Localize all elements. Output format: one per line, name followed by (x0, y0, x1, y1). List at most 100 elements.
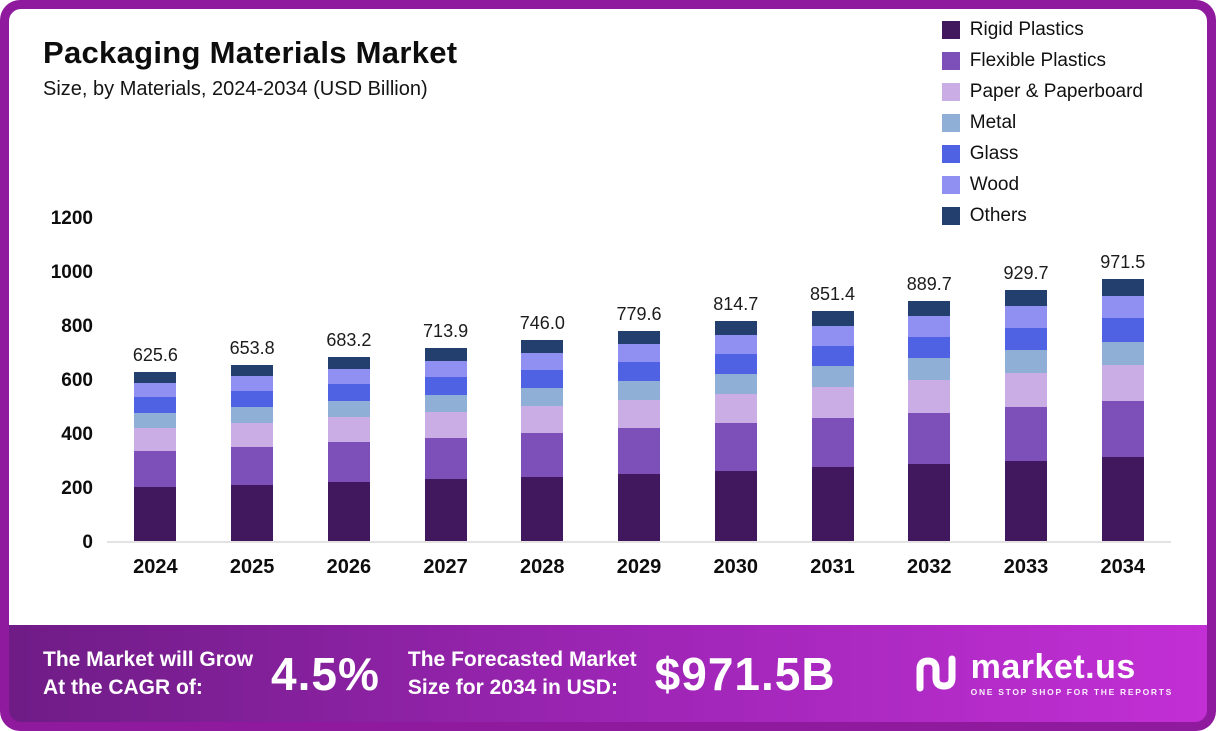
forecast-title: The Forecasted Market Size for 2034 in U… (408, 646, 637, 701)
segment-glass (231, 391, 274, 407)
segment-glass (134, 397, 177, 413)
segment-flexible-plastics (1004, 406, 1047, 461)
page-subtitle: Size, by Materials, 2024-2034 (USD Billi… (43, 78, 428, 100)
segment-wood (134, 383, 177, 398)
bar-stack (424, 348, 467, 541)
bar-total-label: 625.6 (132, 345, 178, 366)
footer-banner: The Market will Grow At the CAGR of: 4.5… (9, 625, 1207, 722)
bar-column-2031: 851.4 (784, 284, 881, 541)
segment-metal (231, 406, 274, 423)
segment-glass (327, 384, 370, 401)
page-title: Packaging Materials Market (43, 35, 458, 70)
segment-glass (811, 345, 854, 367)
segment-paper-paperboard (231, 422, 274, 447)
legend-swatch (941, 176, 960, 194)
bar-total-label: 889.7 (906, 273, 952, 294)
legend-label: Glass (969, 143, 1019, 164)
cagr-title: The Market will Grow At the CAGR of: (43, 646, 253, 701)
x-axis-label-2030: 2030 (713, 556, 759, 578)
legend-label: Flexible Plastics (969, 50, 1106, 71)
segment-wood (1101, 295, 1144, 319)
segment-paper-paperboard (327, 417, 370, 443)
legend-item-wood: Wood (941, 174, 1143, 196)
bar-total-label: 746.0 (519, 312, 565, 333)
legend-swatch (941, 52, 960, 70)
legend-label: Paper & Paperboard (969, 81, 1143, 102)
segment-metal (521, 387, 564, 407)
segment-flexible-plastics (424, 437, 467, 480)
bar-total-label: 851.4 (809, 284, 856, 305)
segment-metal (714, 373, 757, 394)
bar-stack (521, 339, 564, 541)
segment-others (1004, 290, 1047, 307)
bar-total-label: 971.5 (1100, 251, 1146, 272)
bar-column-2024: 625.6 (107, 345, 204, 541)
segment-paper-paperboard (134, 427, 177, 451)
segment-rigid-plastics (231, 484, 274, 541)
cagr-value: 4.5% (271, 647, 380, 700)
legend-swatch (941, 114, 960, 132)
segment-others (908, 300, 951, 317)
bars-plot: 625.6 653.8 683.2 713.9 746.0 779.6 814.7 851.4… (107, 219, 1171, 543)
x-axis-label-2034: 2034 (1100, 556, 1145, 578)
legend-label: Metal (969, 112, 1017, 133)
segment-flexible-plastics (134, 450, 177, 487)
segment-rigid-plastics (1101, 457, 1144, 541)
y-tick-label: 600 (61, 370, 93, 391)
brand-name: market.us (970, 648, 1136, 687)
bar-column-2029: 779.6 (591, 304, 688, 541)
segment-wood (231, 376, 274, 391)
chart-card: Packaging Materials Market Size, by Mate… (9, 9, 1207, 625)
segment-metal (1101, 341, 1144, 366)
stacked-bar-chart: 0 200 400 600 800 1000 1200 625.6 653.8 683.2 713… (43, 208, 1177, 579)
segment-rigid-plastics (908, 464, 951, 541)
bar-stack (908, 300, 951, 541)
brand-block: market.us ONE STOP SHOP FOR THE REPORTS (915, 650, 1173, 697)
x-axis-label-2033: 2033 (1003, 556, 1049, 578)
y-tick-label: 400 (61, 424, 93, 445)
segment-wood (327, 368, 370, 385)
x-axis-label-2026: 2026 (326, 556, 372, 578)
segment-flexible-plastics (811, 418, 854, 468)
segment-glass (1101, 318, 1144, 342)
y-tick-label: 1000 (50, 262, 93, 283)
segment-glass (1004, 327, 1047, 351)
segment-rigid-plastics (1004, 460, 1047, 541)
x-axis-label-2024: 2024 (133, 556, 178, 578)
bar-column-2033: 929.7 (978, 263, 1075, 541)
chart-legend: Rigid Plastics Flexible Plastics Paper & P… (941, 19, 1143, 227)
segment-flexible-plastics (521, 433, 564, 477)
segment-paper-paperboard (618, 400, 661, 429)
segment-glass (908, 336, 951, 359)
segment-glass (618, 362, 661, 382)
segment-flexible-plastics (714, 423, 757, 471)
y-tick-label: 1200 (50, 208, 93, 229)
segment-flexible-plastics (908, 412, 951, 465)
segment-metal (618, 381, 661, 400)
y-tick-label: 200 (61, 478, 93, 499)
legend-item-metal: Metal (941, 112, 1143, 134)
bar-column-2030: 814.7 (687, 294, 784, 541)
legend-item-glass: Glass (941, 143, 1143, 165)
segment-others (327, 356, 370, 369)
segment-rigid-plastics (424, 479, 467, 541)
segment-flexible-plastics (618, 428, 661, 474)
legend-item-rigid-plastics: Rigid Plastics (941, 19, 1143, 41)
legend-swatch (941, 145, 960, 163)
bar-column-2028: 746.0 (494, 313, 591, 541)
segment-rigid-plastics (811, 467, 854, 541)
segment-rigid-plastics (618, 473, 661, 541)
segment-metal (1004, 350, 1047, 373)
bar-stack (134, 372, 177, 541)
segment-glass (521, 369, 564, 388)
legend-swatch (941, 83, 960, 101)
bar-stack (1004, 290, 1047, 541)
bar-stack (1101, 278, 1144, 541)
segment-paper-paperboard (714, 393, 757, 424)
bar-total-label: 683.2 (326, 329, 372, 350)
segment-wood (521, 352, 564, 370)
segment-others (521, 339, 564, 353)
segment-others (424, 348, 467, 361)
bar-column-2025: 653.8 (204, 338, 301, 541)
